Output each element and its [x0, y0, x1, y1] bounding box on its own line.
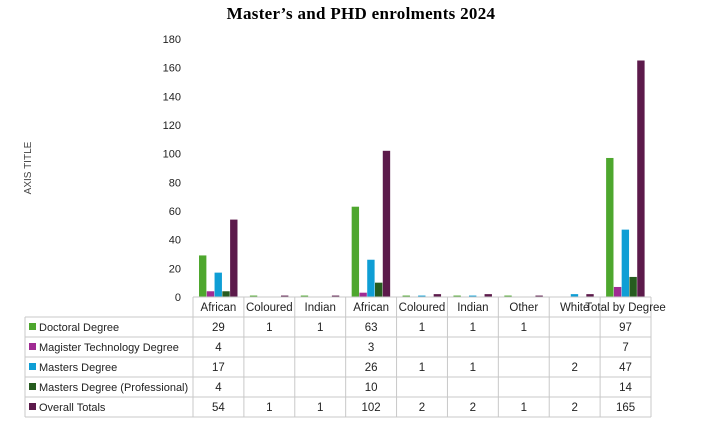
bar [367, 259, 375, 297]
data-label: 2 [571, 362, 577, 374]
category-label: Indian [305, 302, 336, 314]
bar [637, 60, 645, 297]
bar [222, 291, 230, 297]
bar [570, 294, 579, 297]
y-tick-label: 140 [163, 91, 181, 103]
legend-swatch [29, 403, 36, 410]
bar [331, 295, 340, 297]
category-label: African [353, 302, 389, 314]
bar [453, 295, 461, 297]
bar [300, 295, 309, 297]
y-axis-title: AXIS TITLE [23, 141, 34, 194]
data-label: 1 [419, 322, 425, 334]
y-axis-ticks: 0 20 40 60 80 100 120 140 160 180 [163, 34, 181, 304]
y-tick-label: 40 [169, 235, 181, 247]
data-label: 29 [212, 322, 225, 334]
bar [606, 157, 614, 297]
y-tick-label: 60 [169, 206, 181, 218]
data-label: 1 [317, 322, 323, 334]
category-label: Coloured [246, 302, 293, 314]
data-label: 17 [212, 362, 225, 374]
bar [206, 291, 215, 297]
data-label: 26 [365, 362, 378, 374]
chart-title: Master’s and PHD enrolments 2024 [227, 4, 496, 23]
data-label: 10 [365, 382, 378, 394]
category-label: Other [509, 302, 538, 314]
y-tick-label: 0 [175, 292, 181, 304]
data-label: 102 [362, 402, 381, 414]
bar [418, 295, 426, 297]
bar [586, 294, 594, 297]
y-tick-label: 20 [169, 263, 181, 275]
bar [484, 294, 492, 297]
data-label: 2 [419, 402, 425, 414]
bar [382, 150, 391, 297]
data-label: 1 [317, 402, 323, 414]
category-label: African [201, 302, 237, 314]
category-label: Coloured [399, 302, 446, 314]
legend-label: Doctoral Degree [39, 322, 119, 334]
bar [281, 295, 289, 297]
bar [613, 286, 622, 297]
bar [535, 295, 543, 297]
bar [433, 294, 442, 297]
y-tick-label: 100 [163, 149, 181, 161]
data-label: 1 [470, 362, 476, 374]
data-label: 3 [368, 342, 374, 354]
data-label: 4 [215, 342, 222, 354]
y-tick-label: 80 [169, 177, 181, 189]
legend-swatch [29, 383, 36, 390]
category-label: Total by Degree [585, 302, 666, 314]
data-label: 97 [619, 322, 632, 334]
bar [629, 276, 637, 297]
data-label: 1 [419, 362, 425, 374]
y-tick-label: 180 [163, 34, 181, 46]
data-label: 1 [266, 402, 272, 414]
data-label: 1 [521, 322, 527, 334]
legend-swatch [29, 323, 36, 330]
data-label: 1 [470, 322, 476, 334]
category-label: Indian [457, 302, 488, 314]
data-label: 47 [619, 362, 632, 374]
y-tick-label: 160 [163, 63, 181, 75]
bar [402, 295, 410, 297]
bar [504, 295, 512, 297]
data-label: 165 [616, 402, 635, 414]
data-label: 1 [521, 402, 527, 414]
bar [469, 295, 477, 297]
data-table: African Coloured Indian African Coloured Indi… [24, 296, 666, 418]
data-label: 54 [212, 402, 225, 414]
legend-label: Masters Degree [39, 362, 117, 374]
bar [249, 295, 258, 297]
legend-label: Masters Degree (Professional) [39, 382, 188, 394]
data-label: 2 [571, 402, 577, 414]
bar [214, 272, 222, 297]
category-label: White [560, 302, 589, 314]
legend-label: Overall Totals [39, 402, 106, 414]
y-tick-label: 120 [163, 120, 181, 132]
data-label: 1 [266, 322, 272, 334]
data-label: 63 [365, 322, 378, 334]
bar [351, 206, 360, 297]
data-label: 2 [470, 402, 476, 414]
bar [199, 255, 207, 297]
legend-swatch [29, 343, 36, 350]
legend-swatch [29, 363, 36, 370]
data-label: 4 [215, 382, 222, 394]
data-label: 14 [619, 382, 632, 394]
legend-label: Magister Technology Degree [39, 342, 179, 354]
bar [375, 282, 383, 297]
bar [621, 229, 630, 297]
bar [359, 292, 367, 297]
bar [230, 219, 238, 297]
data-label: 7 [622, 342, 628, 354]
bars [199, 60, 645, 297]
